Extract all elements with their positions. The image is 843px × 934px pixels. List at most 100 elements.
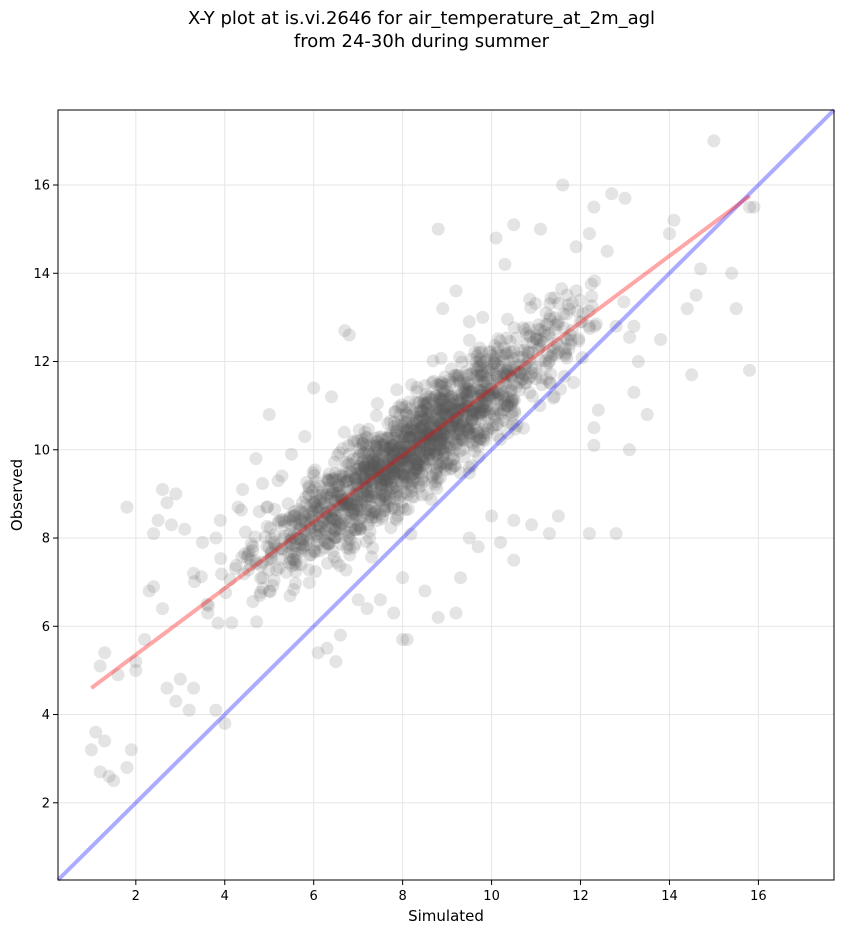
scatter-point (370, 471, 384, 485)
scatter-point (420, 411, 434, 425)
scatter-point (256, 555, 270, 569)
scatter-point (490, 418, 504, 432)
scatter-point (556, 178, 570, 192)
scatter-point (455, 430, 469, 444)
scatter-point (372, 450, 385, 464)
scatter-point (478, 419, 492, 433)
scatter-point (387, 481, 400, 495)
scatter-point (627, 319, 641, 333)
scatter-point (447, 443, 461, 457)
scatter-point (425, 413, 439, 427)
scatter-point (491, 359, 505, 373)
scatter-point (169, 694, 183, 708)
scatter-point (543, 354, 557, 368)
scatter-point (494, 398, 508, 412)
scatter-point (353, 523, 367, 537)
scatter-point (462, 466, 476, 480)
scatter-point (282, 546, 295, 560)
scatter-point (303, 517, 317, 530)
scatter-point (111, 668, 125, 682)
scatter-point (424, 415, 438, 429)
x-tick-label: 16 (750, 889, 767, 904)
scatter-point (508, 357, 521, 371)
scatter-point (378, 440, 392, 454)
scatter-point (465, 384, 479, 398)
scatter-point (284, 533, 298, 547)
scatter-point (554, 382, 567, 396)
scatter-point (479, 396, 493, 410)
scatter-point (443, 379, 457, 393)
scatter-point (348, 472, 362, 486)
scatter-point (469, 362, 483, 376)
scatter-point (321, 537, 335, 551)
scatter-point (491, 373, 505, 387)
scatter-point (320, 505, 334, 519)
scatter-point (341, 529, 355, 543)
scatter-point (409, 462, 423, 476)
scatter-point (403, 466, 417, 480)
scatter-point (308, 500, 322, 514)
scatter-point (582, 227, 596, 241)
scatter-point (283, 589, 297, 603)
scatter-point (244, 558, 257, 572)
scatter-point (462, 422, 476, 436)
scatter-point (395, 414, 409, 428)
scatter-point (412, 429, 426, 443)
scatter-point (503, 399, 517, 413)
scatter-point (302, 487, 316, 500)
x-tick-label: 14 (661, 889, 678, 904)
scatter-point (285, 513, 299, 527)
scatter-point (354, 499, 368, 513)
scatter-point (497, 403, 511, 417)
scatter-point (468, 401, 482, 415)
scatter-point (480, 385, 494, 399)
scatter-point (429, 465, 443, 479)
scatter-point (398, 444, 412, 457)
scatter-point (431, 402, 445, 416)
scatter-point (446, 396, 460, 410)
scatter-point (453, 396, 467, 410)
scatter-point (385, 501, 399, 515)
scatter-point (508, 406, 522, 420)
scatter-point (354, 521, 368, 535)
scatter-point (229, 558, 243, 572)
scatter-point (587, 200, 601, 214)
scatter-point (400, 475, 414, 489)
scatter-point (500, 364, 514, 378)
scatter-point (374, 487, 388, 501)
scatter-point (359, 443, 373, 457)
scatter-point (331, 530, 345, 544)
scatter-point (563, 302, 576, 316)
scatter-point (411, 476, 425, 490)
scatter-point (439, 403, 453, 416)
scatter-point (417, 419, 431, 433)
scatter-point (385, 449, 399, 462)
scatter-point (395, 452, 409, 466)
scatter-point (310, 500, 324, 514)
scatter-point (308, 545, 322, 559)
scatter-point (444, 457, 458, 471)
scatter-point (627, 385, 641, 399)
scatter-point (290, 527, 304, 541)
scatter-point (512, 371, 526, 385)
scatter-point (446, 414, 460, 428)
scatter-point (747, 200, 761, 214)
scatter-point (468, 444, 482, 458)
scatter-point (438, 429, 452, 443)
scatter-point (418, 432, 432, 446)
scatter-point (401, 431, 415, 445)
scatter-point (443, 426, 457, 440)
scatter-point (339, 475, 353, 489)
scatter-point (464, 430, 478, 444)
scatter-point (397, 468, 411, 481)
scatter-point (422, 418, 436, 432)
scatter-point (560, 288, 574, 302)
scatter-point (469, 355, 483, 369)
scatter-point (418, 446, 432, 460)
scatter-point (543, 376, 557, 390)
scatter-point (387, 447, 401, 460)
scatter-point (488, 391, 502, 404)
scatter-point (308, 496, 322, 510)
scatter-point (451, 389, 465, 403)
scatter-point (187, 681, 201, 695)
